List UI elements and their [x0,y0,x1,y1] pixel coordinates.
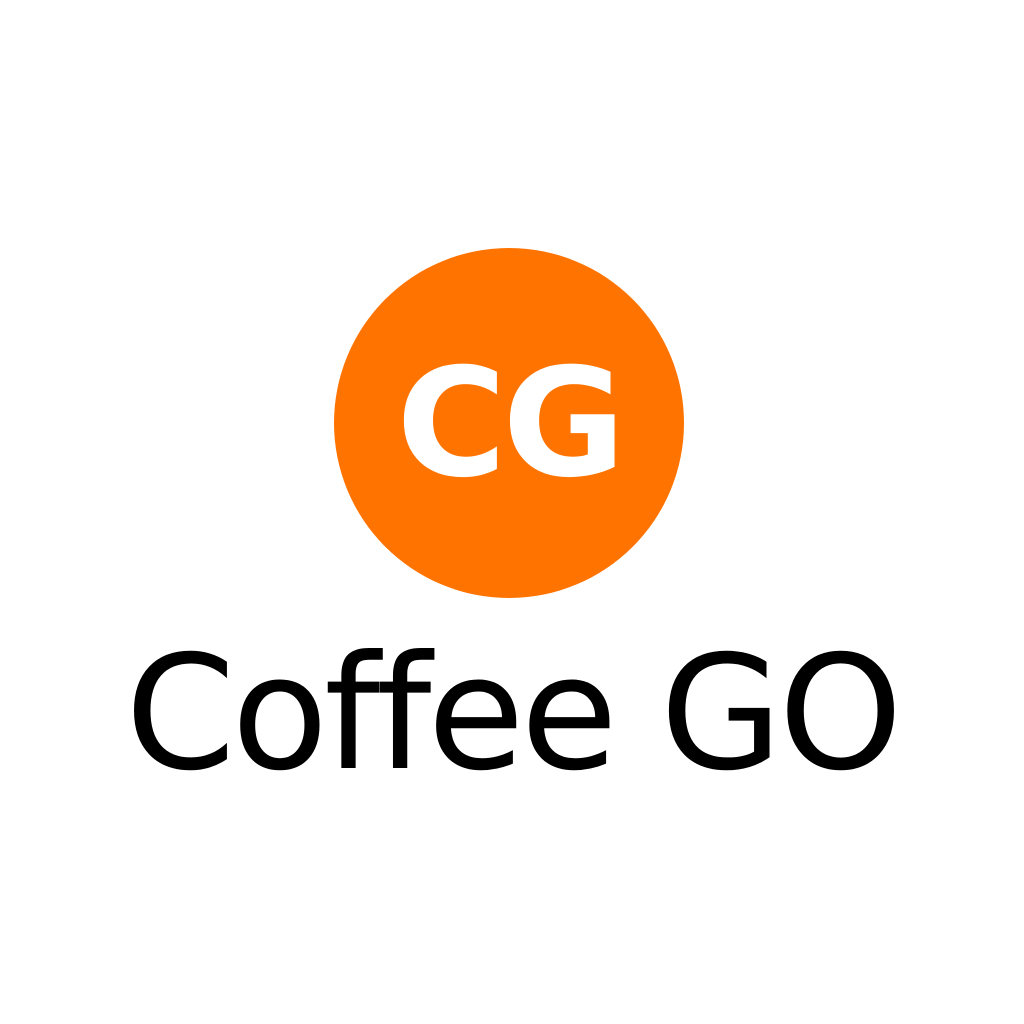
brand-name: Coffee GO [125,622,903,806]
logo-badge: CG [334,248,684,598]
logo-monogram: CG [396,337,625,511]
